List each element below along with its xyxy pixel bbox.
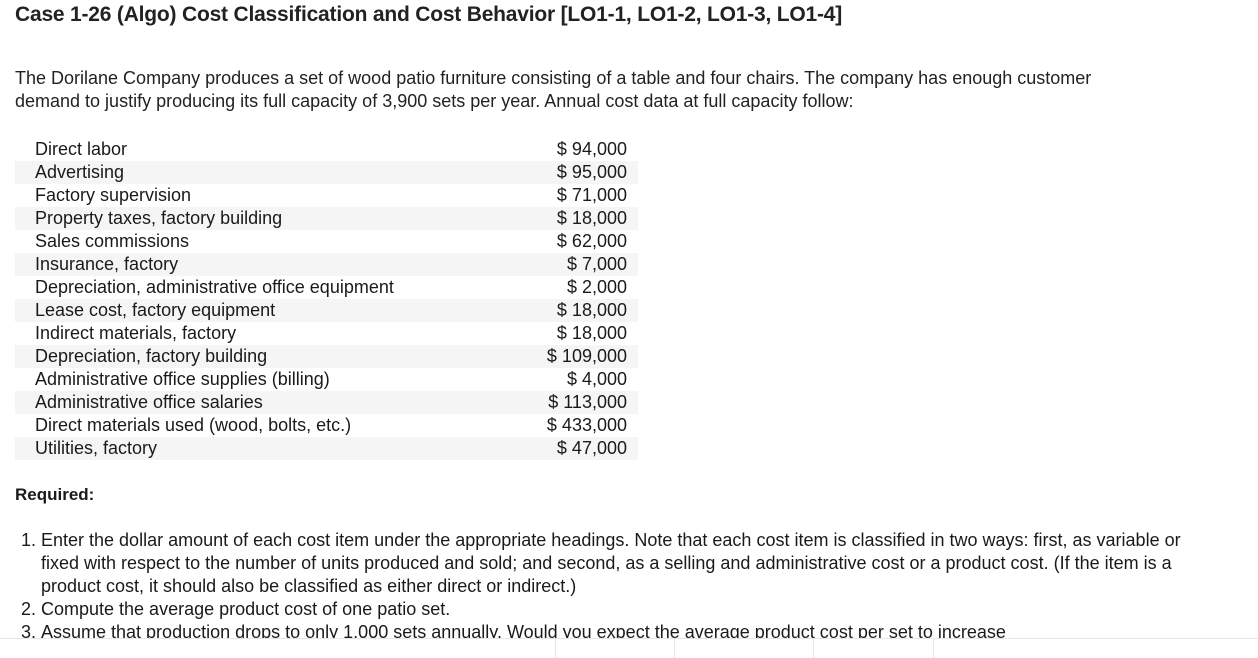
requirement-item: 2. Compute the average product cost of on… [15, 598, 1205, 621]
cost-row: Administrative office supplies (billing)… [15, 368, 638, 391]
cost-row: Indirect materials, factory $ 18,000 [15, 322, 638, 345]
cost-row: Sales commissions $ 62,000 [15, 230, 638, 253]
cost-row: Insurance, factory $ 7,000 [15, 253, 638, 276]
cost-amount: $ 18,000 [556, 300, 627, 320]
cost-label: Administrative office supplies (billing) [35, 369, 330, 389]
requirement-text: Assume that production drops to only 1,0… [41, 622, 1006, 642]
requirement-number: 1. [21, 530, 37, 550]
cost-table: Direct labor $ 94,000 Advertising $ 95,000 F… [15, 138, 638, 460]
cost-label: Property taxes, factory building [35, 208, 283, 228]
cost-label: Factory supervision [35, 185, 192, 205]
tab-divider [933, 639, 934, 658]
cost-label: Indirect materials, factory [35, 323, 237, 343]
cost-amount: $ 71,000 [556, 185, 627, 205]
page-title: Case 1-26 (Algo) Cost Classification and… [15, 3, 843, 26]
required-heading: Required: [15, 485, 95, 504]
tab-divider [555, 639, 556, 658]
cost-amount: $ 113,000 [548, 392, 627, 412]
cost-amount: $ 18,000 [556, 323, 627, 343]
tab-divider [813, 639, 814, 658]
cost-amount: $ 7,000 [566, 254, 627, 274]
cost-amount: $ 94,000 [556, 139, 627, 159]
cost-amount: $ 2,000 [566, 277, 627, 297]
cost-row: Depreciation, factory building $ 109,000 [15, 345, 638, 368]
cost-row: Utilities, factory $ 47,000 [15, 437, 638, 460]
cost-label: Depreciation, factory building [35, 346, 268, 366]
cost-row: Administrative office salaries $ 113,000 [15, 391, 638, 414]
cost-label: Advertising [35, 162, 125, 182]
cost-label: Administrative office salaries [35, 392, 263, 412]
cost-row: Factory supervision $ 71,000 [15, 184, 638, 207]
requirements-list: 1. Enter the dollar amount of each cost i… [15, 529, 1205, 644]
cost-row: Property taxes, factory building $ 18,000 [15, 207, 638, 230]
cost-amount: $ 18,000 [556, 208, 627, 228]
requirement-item: 3. Assume that production drops to only 1… [15, 621, 1205, 644]
cost-label: Insurance, factory [35, 254, 179, 274]
cost-row: Direct labor $ 94,000 [15, 138, 638, 161]
cost-label: Depreciation, administrative office equi… [35, 277, 394, 297]
cost-label: Lease cost, factory equipment [35, 300, 276, 320]
bottom-tab-bar [0, 638, 1258, 658]
cost-label: Direct materials used (wood, bolts, etc.… [35, 415, 352, 435]
cost-amount: $ 95,000 [556, 162, 627, 182]
cost-row: Depreciation, administrative office equi… [15, 276, 638, 299]
cost-row: Lease cost, factory equipment $ 18,000 [15, 299, 638, 322]
intro-paragraph: The Dorilane Company produces a set of w… [15, 68, 1092, 111]
cost-amount: $ 109,000 [546, 346, 627, 366]
requirement-number: 2. [21, 599, 37, 619]
requirement-text: Enter the dollar amount of each cost ite… [41, 530, 1181, 596]
requirement-text: Compute the average product cost of one … [41, 599, 451, 619]
cost-amount: $ 47,000 [556, 438, 627, 458]
requirement-number: 3. [21, 622, 37, 642]
tab-divider [674, 639, 675, 658]
requirement-item: 1. Enter the dollar amount of each cost i… [15, 529, 1205, 598]
cost-row: Advertising $ 95,000 [15, 161, 638, 184]
cost-label: Utilities, factory [35, 438, 158, 458]
cost-amount: $ 433,000 [546, 415, 627, 435]
cost-label: Sales commissions [35, 231, 190, 251]
cost-amount: $ 4,000 [566, 369, 627, 389]
cost-label: Direct labor [35, 139, 128, 159]
cost-amount: $ 62,000 [556, 231, 627, 251]
cost-row: Direct materials used (wood, bolts, etc.… [15, 414, 638, 437]
